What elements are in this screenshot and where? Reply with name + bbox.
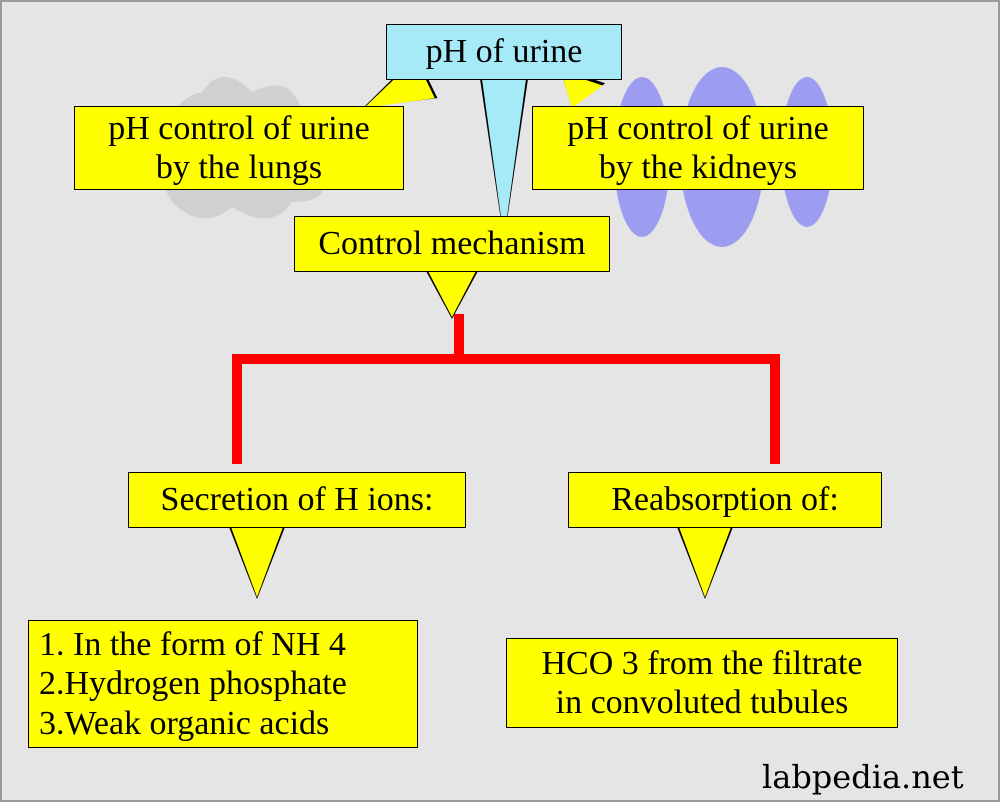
red-right-down <box>770 354 780 464</box>
label: Control mechanism <box>318 224 585 263</box>
box-reabsorption: Reabsorption of: <box>568 472 882 528</box>
tail-secretion <box>231 527 283 597</box>
line1: pH control of urine <box>108 109 370 148</box>
tail-reabs <box>679 527 731 597</box>
box-reabsorption-detail: HCO 3 from the filtrate in convoluted tu… <box>506 638 898 728</box>
line2: in convoluted tubules <box>556 683 849 722</box>
red-horizontal <box>232 354 780 364</box>
box-secretion-list: 1. In the form of NH 4 2.Hydrogen phosph… <box>28 620 418 748</box>
box-control-mechanism: Control mechanism <box>294 216 610 272</box>
diagram-canvas: pH of urine pH control of urine by the l… <box>0 0 1000 802</box>
line2: 2.Hydrogen phosphate <box>39 664 347 703</box>
tail-control <box>428 271 476 317</box>
box-secretion: Secretion of H ions: <box>128 472 466 528</box>
label: pH of urine <box>426 32 583 71</box>
box-kidneys: pH control of urine by the kidneys <box>532 106 864 190</box>
red-left-down <box>232 354 242 464</box>
red-stem <box>454 314 464 358</box>
line2: by the kidneys <box>599 148 797 187</box>
watermark: labpedia.net <box>762 758 964 796</box>
line3: 3.Weak organic acids <box>39 704 329 743</box>
line1: HCO 3 from the filtrate <box>541 644 862 683</box>
line1: pH control of urine <box>567 109 829 148</box>
tail-top <box>482 79 526 239</box>
box-lungs: pH control of urine by the lungs <box>74 106 404 190</box>
label: Secretion of H ions: <box>161 480 434 519</box>
box-ph-of-urine: pH of urine <box>386 24 622 80</box>
label: Reabsorption of: <box>611 480 839 519</box>
line2: by the lungs <box>156 148 322 187</box>
line1: 1. In the form of NH 4 <box>39 625 346 664</box>
